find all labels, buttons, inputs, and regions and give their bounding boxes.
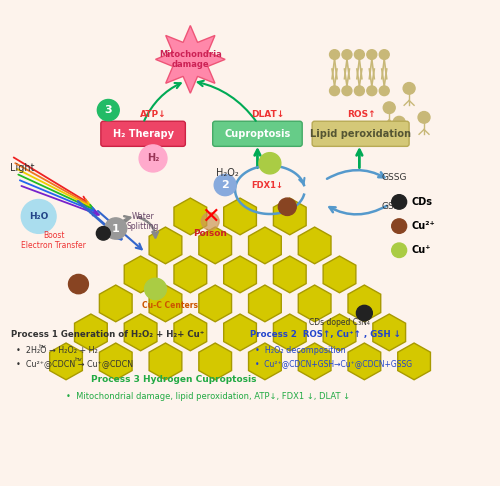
Polygon shape [348, 285, 380, 322]
Polygon shape [149, 343, 182, 380]
Text: 3: 3 [104, 105, 112, 115]
Text: H₂O: H₂O [29, 212, 48, 221]
Circle shape [403, 83, 415, 94]
Polygon shape [348, 343, 380, 380]
Circle shape [139, 145, 167, 172]
Text: Poison: Poison [194, 229, 227, 238]
Circle shape [392, 195, 406, 209]
Circle shape [367, 86, 377, 96]
Circle shape [105, 218, 126, 239]
Polygon shape [298, 227, 331, 264]
Polygon shape [224, 314, 256, 351]
Text: CDs: CDs [412, 197, 432, 207]
Text: H₂O₂: H₂O₂ [216, 168, 239, 178]
Polygon shape [156, 26, 225, 93]
Text: 1: 1 [112, 224, 120, 233]
Polygon shape [298, 343, 331, 380]
Polygon shape [124, 256, 157, 293]
Circle shape [384, 102, 395, 114]
Polygon shape [174, 314, 206, 351]
Polygon shape [149, 227, 182, 264]
Circle shape [278, 198, 296, 215]
Polygon shape [199, 285, 232, 322]
Text: Cu⁺: Cu⁺ [412, 245, 431, 255]
Polygon shape [248, 343, 282, 380]
Polygon shape [74, 314, 108, 351]
Polygon shape [323, 314, 356, 351]
Text: H₂: H₂ [147, 154, 159, 163]
Text: GSSG: GSSG [382, 174, 407, 182]
FancyBboxPatch shape [101, 121, 186, 146]
Polygon shape [174, 256, 206, 293]
Circle shape [259, 153, 281, 174]
Text: Boost
Electron Transfer: Boost Electron Transfer [21, 231, 86, 250]
Circle shape [96, 226, 110, 240]
Text: Light: Light [10, 163, 35, 173]
Text: H₂ Therapy: H₂ Therapy [112, 129, 174, 139]
Text: Process 2  ROS↑, Cu⁺↑ , GSH ↓: Process 2 ROS↑, Cu⁺↑ , GSH ↓ [250, 330, 401, 339]
Text: CDs doped C₃N₄: CDs doped C₃N₄ [309, 318, 370, 327]
Polygon shape [323, 256, 356, 293]
Text: ATP↓: ATP↓ [140, 110, 166, 120]
Polygon shape [100, 285, 132, 322]
Polygon shape [174, 198, 206, 235]
Text: ROS↑: ROS↑ [348, 110, 376, 120]
Text: Water
Splitting: Water Splitting [127, 211, 160, 231]
Text: 2: 2 [222, 180, 229, 190]
Polygon shape [100, 343, 132, 380]
Polygon shape [248, 285, 282, 322]
Circle shape [393, 116, 405, 128]
Text: DLAT↓: DLAT↓ [251, 110, 284, 120]
Polygon shape [50, 343, 82, 380]
Text: GSH: GSH [382, 202, 402, 211]
Text: •  Mitochondrial damage, lipid peroxidation, ATP↓, FDX1 ↓, DLAT ↓: • Mitochondrial damage, lipid peroxidati… [66, 392, 350, 400]
Text: Mitochondria
damage: Mitochondria damage [159, 50, 222, 69]
Circle shape [380, 50, 389, 59]
Text: hv: hv [38, 345, 46, 349]
Circle shape [392, 243, 406, 258]
Text: •  Cu²⁺@CDCN+GSH→Cu⁺@CDCN+GSSG: • Cu²⁺@CDCN+GSH→Cu⁺@CDCN+GSSG [255, 359, 412, 368]
Circle shape [22, 200, 56, 233]
Text: Cu²⁺: Cu²⁺ [412, 221, 436, 231]
Polygon shape [274, 314, 306, 351]
Text: FDX1↓: FDX1↓ [252, 180, 284, 190]
Text: Lipid peroxidation: Lipid peroxidation [310, 129, 411, 139]
Circle shape [392, 219, 406, 233]
Polygon shape [149, 285, 182, 322]
Circle shape [68, 275, 88, 294]
Text: Cu-C Centers: Cu-C Centers [142, 301, 199, 311]
Text: •  H₂O₂ decomposition: • H₂O₂ decomposition [255, 346, 346, 355]
Text: ✕: ✕ [201, 207, 220, 226]
Circle shape [214, 174, 236, 196]
Circle shape [342, 86, 352, 96]
Text: Cuproptosis: Cuproptosis [224, 129, 290, 139]
Text: hv: hv [74, 357, 82, 363]
Circle shape [354, 86, 364, 96]
Circle shape [380, 86, 389, 96]
Polygon shape [224, 256, 256, 293]
Polygon shape [274, 256, 306, 293]
Circle shape [330, 50, 340, 59]
Circle shape [356, 305, 372, 321]
Text: Process 1 Generation of H₂O₂ + H₂+ Cu⁺: Process 1 Generation of H₂O₂ + H₂+ Cu⁺ [12, 330, 204, 339]
Polygon shape [199, 343, 232, 380]
Polygon shape [224, 198, 256, 235]
Polygon shape [248, 227, 282, 264]
Circle shape [202, 212, 219, 230]
Polygon shape [373, 314, 406, 351]
Polygon shape [199, 227, 232, 264]
Circle shape [354, 50, 364, 59]
Circle shape [342, 50, 352, 59]
Text: •  2H₂O → H₂O₂ + H₂: • 2H₂O → H₂O₂ + H₂ [16, 346, 98, 355]
Circle shape [98, 100, 119, 121]
Polygon shape [298, 285, 331, 322]
Circle shape [418, 112, 430, 123]
Polygon shape [398, 343, 430, 380]
Polygon shape [124, 314, 157, 351]
FancyBboxPatch shape [312, 121, 409, 146]
Text: Process 3 Hydrogen Cuproptosis: Process 3 Hydrogen Cuproptosis [91, 375, 256, 384]
Circle shape [330, 86, 340, 96]
Circle shape [144, 278, 167, 299]
Text: •  Cu²⁺@CDCN → Cu⁺@CDCN: • Cu²⁺@CDCN → Cu⁺@CDCN [16, 359, 134, 368]
